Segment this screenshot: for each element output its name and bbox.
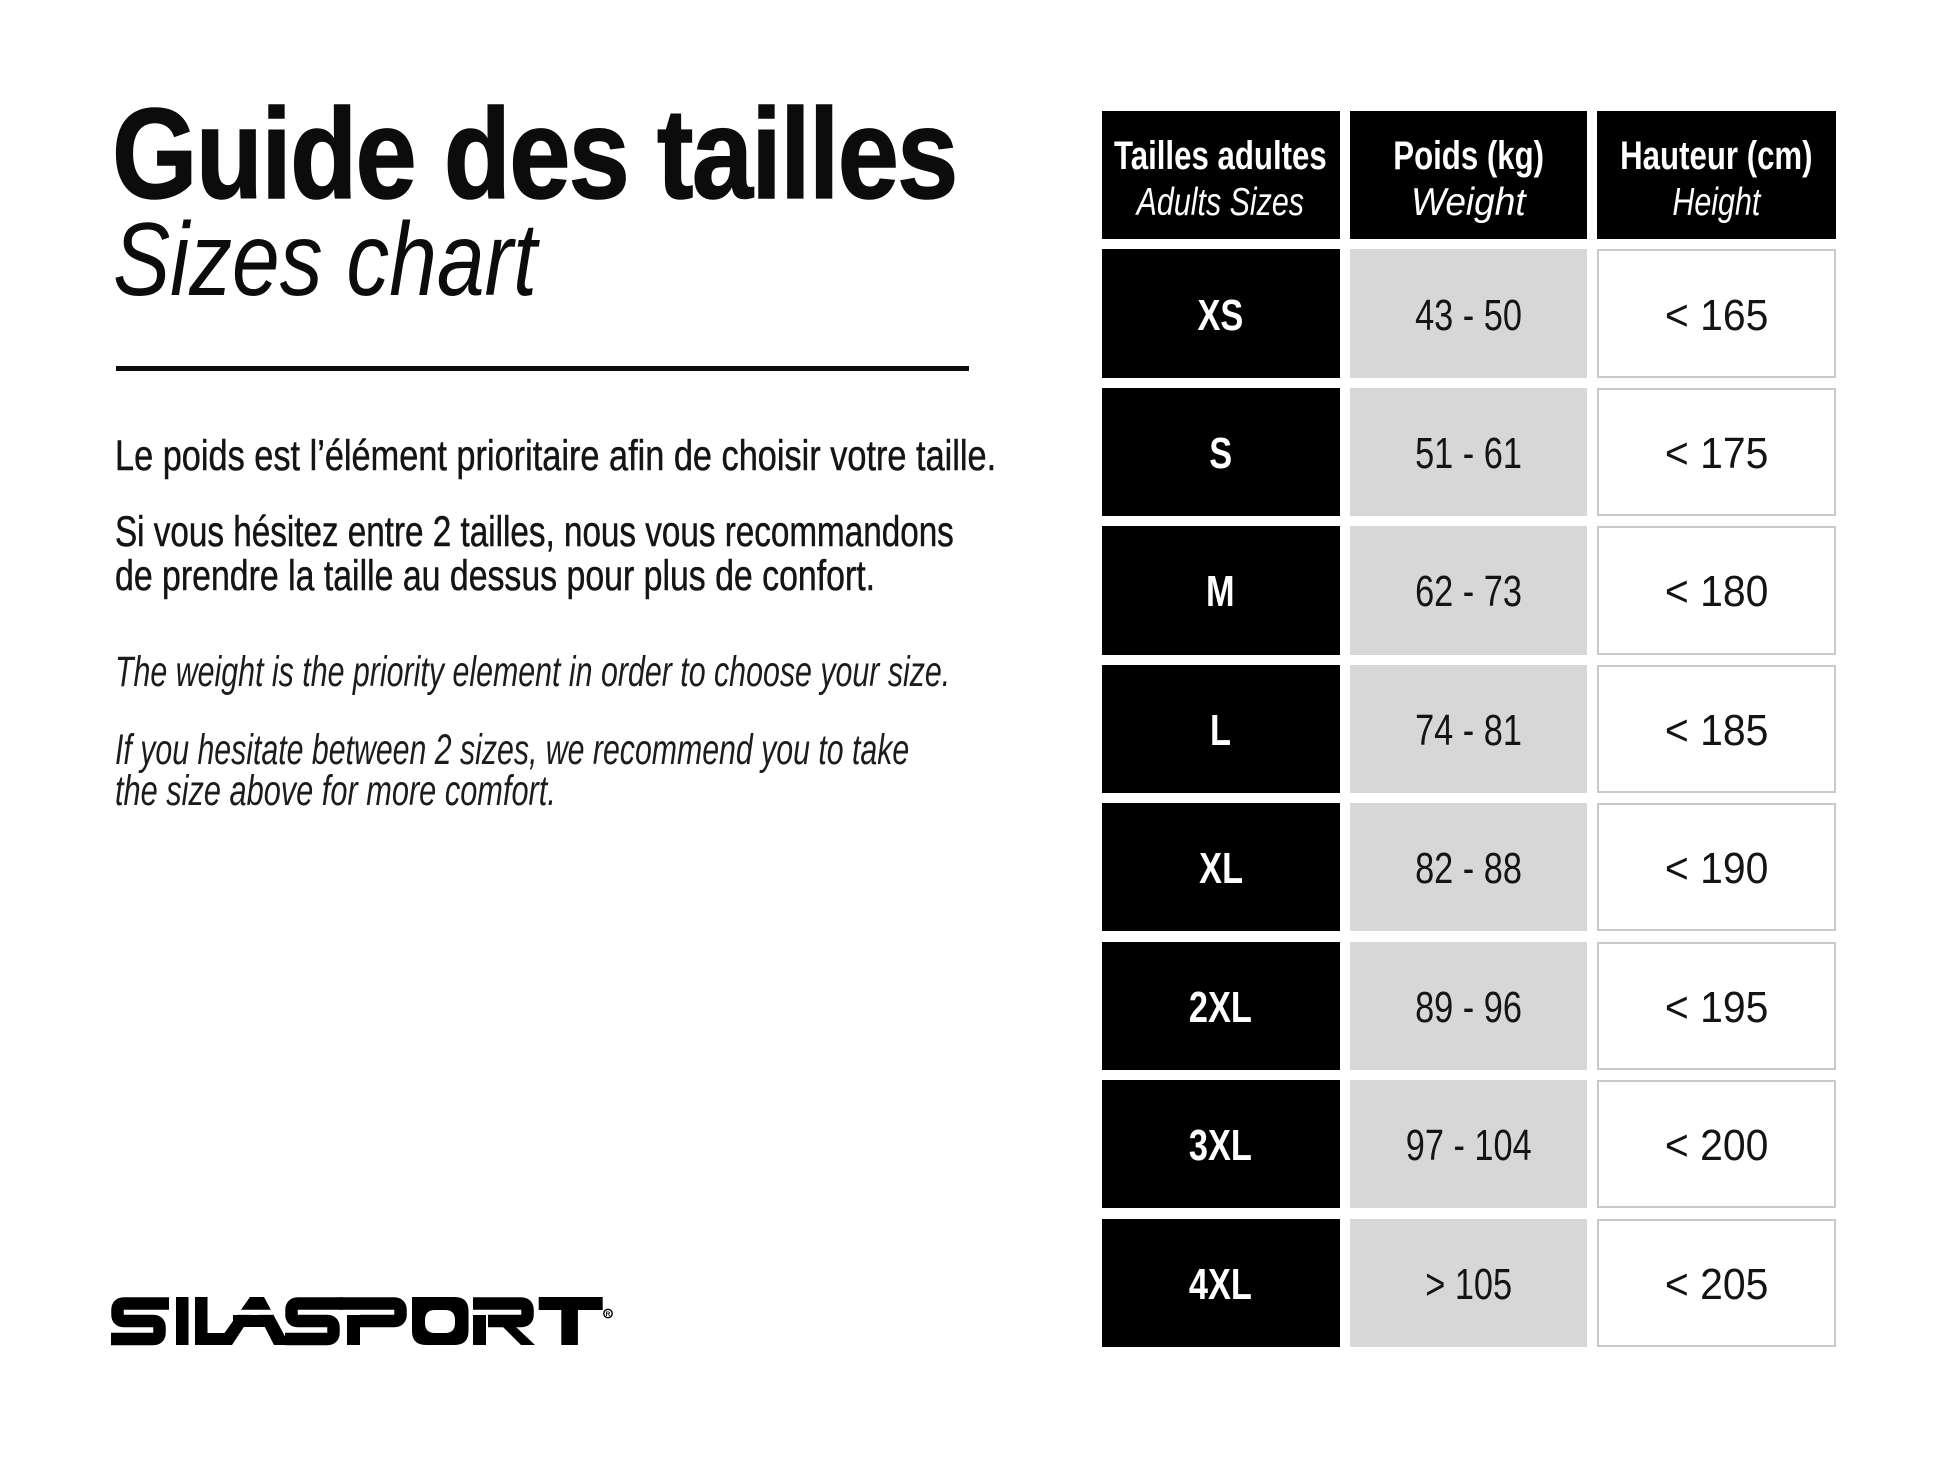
svg-text:R: R [606, 1311, 611, 1318]
